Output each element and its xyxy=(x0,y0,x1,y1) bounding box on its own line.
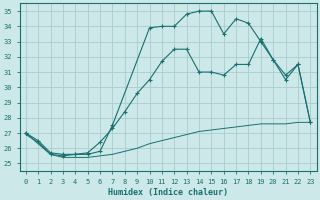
X-axis label: Humidex (Indice chaleur): Humidex (Indice chaleur) xyxy=(108,188,228,197)
